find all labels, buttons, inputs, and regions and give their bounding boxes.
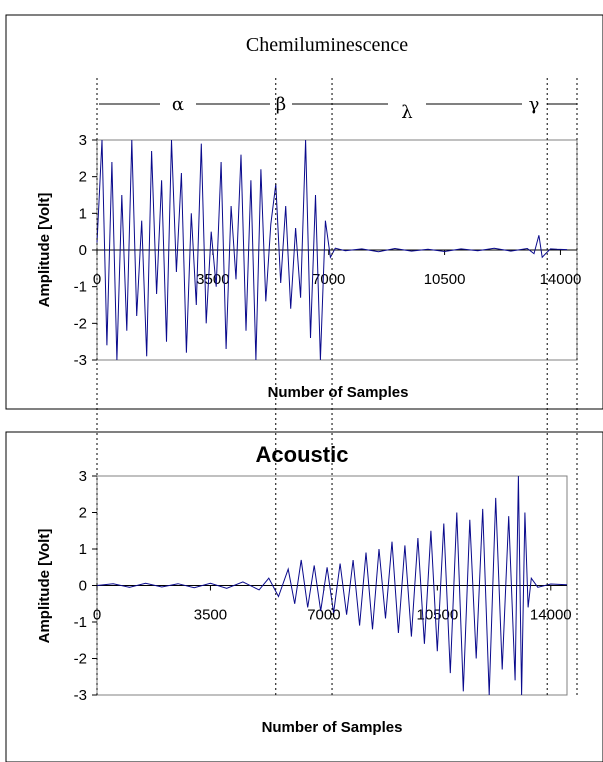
series-line: [96, 475, 568, 696]
acoustic-series: [96, 475, 568, 696]
region-gamma-label: γ: [529, 94, 540, 115]
y-tick-label: -1: [74, 279, 87, 296]
acoustic-title: Acoustic: [256, 442, 349, 467]
chemiluminescence-y-axis-label: Amplitude [Volt]: [36, 193, 53, 308]
y-tick-label: 1: [79, 205, 87, 222]
y-tick-label: 0: [79, 578, 87, 595]
chemiluminescence-series: [96, 139, 568, 361]
y-tick-label: 1: [79, 541, 87, 558]
x-tick-label: 10500: [424, 271, 466, 288]
x-tick-label: 14000: [530, 607, 572, 624]
y-tick-label: 3: [79, 468, 87, 485]
y-tick-label: -2: [74, 651, 87, 668]
chemiluminescence-y-ticks: 3 2 1 0 -1 -2 -3: [74, 132, 97, 369]
chemiluminescence-x-axis-label: Number of Samples: [268, 384, 409, 401]
y-tick-label: 2: [79, 505, 87, 522]
x-tick-label: 7000: [312, 271, 345, 288]
x-tick-label: 3500: [194, 607, 227, 624]
acoustic-y-ticks: 3 2 1 0 -1 -2 -3: [74, 468, 97, 704]
series-line: [96, 139, 568, 361]
region-lambda-label: λ: [401, 102, 412, 123]
y-tick-label: -2: [74, 315, 87, 332]
region-alpha-label: α: [172, 94, 184, 115]
chemiluminescence-title: Chemiluminescence: [246, 34, 408, 56]
acoustic-panel-border: [5, 431, 603, 762]
y-tick-label: 3: [79, 132, 87, 149]
acoustic-x-axis-label: Number of Samples: [262, 719, 403, 736]
y-tick-label: 0: [79, 242, 87, 259]
y-tick-label: -3: [74, 352, 87, 369]
y-tick-label: 2: [79, 169, 87, 186]
acoustic-y-axis-label: Amplitude [Volt]: [36, 529, 53, 644]
y-tick-label: -3: [74, 687, 87, 704]
chemiluminescence-panel-border: [5, 14, 603, 410]
region-beta-label: β: [276, 94, 286, 115]
x-tick-label: 7000: [307, 607, 340, 624]
region-bar: α β λ γ: [99, 94, 577, 123]
x-tick-label: 14000: [540, 271, 582, 288]
y-tick-label: -1: [74, 614, 87, 631]
